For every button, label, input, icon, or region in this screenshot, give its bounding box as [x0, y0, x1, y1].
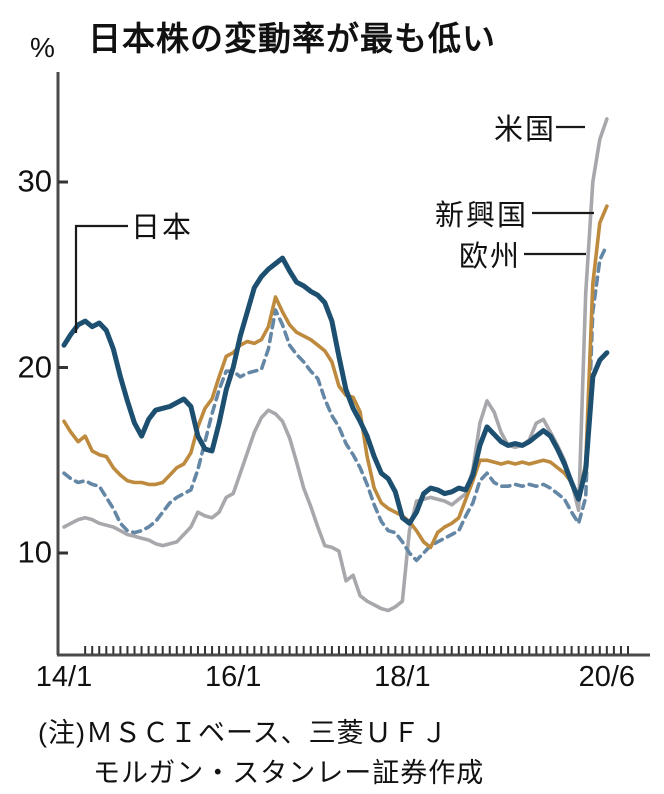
y-axis-unit-label: % [30, 32, 55, 63]
series-label-europe: 欧州 [459, 241, 522, 273]
x-tick-label-18-1: 18/1 [374, 661, 431, 693]
series-label-emerging: 新興国 [435, 200, 529, 232]
x-tick-label-14-1: 14/1 [35, 661, 93, 693]
source-note-line-2: モルガン・スタンレー証券作成 [93, 758, 485, 788]
series-line-europe [62, 243, 609, 563]
y-tick-label-20: 20 [17, 348, 52, 384]
x-tick-label-16-1: 16/1 [204, 661, 262, 693]
series-line-japan [61, 255, 610, 526]
series-line-us [62, 117, 609, 613]
x-tick-label-20-6: 20/6 [578, 661, 636, 693]
series-label-japan: 日本 [131, 212, 194, 244]
chart-title: 日本株の変動率が最も低い [88, 20, 496, 57]
y-tick-label-10: 10 [17, 534, 52, 570]
y-tick-label-30: 30 [17, 163, 52, 199]
series-line-em [62, 204, 609, 550]
series-label-us: 米国 [494, 114, 557, 146]
source-note-line-1: (注)ＭＳＣＩベース、三菱ＵＦＪ [38, 718, 449, 748]
japan-label-connector [74, 224, 128, 333]
